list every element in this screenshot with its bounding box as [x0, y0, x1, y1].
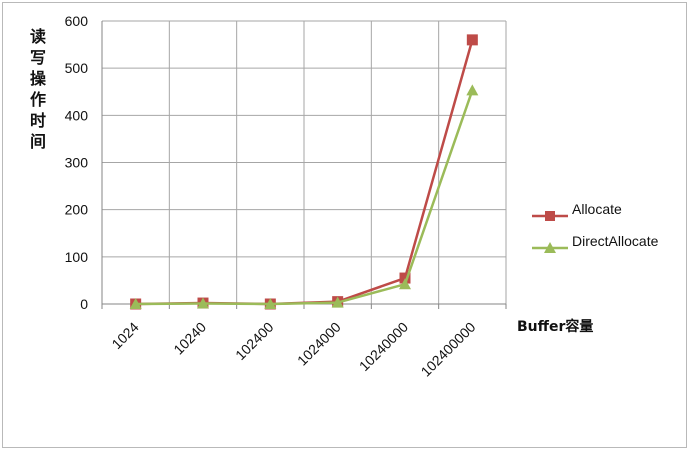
y-tick-label: 0: [80, 296, 88, 312]
legend: Allocate DirectAllocate: [532, 200, 682, 264]
y-axis-label: 读写操作时间: [29, 27, 46, 151]
series-line-directallocate: [135, 89, 474, 306]
data-point-directallocate: [399, 278, 411, 290]
y-tick-label: 100: [65, 249, 89, 265]
y-tick-label: 400: [65, 107, 89, 123]
data-point-allocate: [466, 34, 478, 46]
x-tick-label: 1024000: [294, 319, 344, 369]
legend-label-allocate: Allocate: [572, 201, 622, 217]
y-tick-label: 300: [65, 155, 89, 171]
data-point-directallocate: [264, 298, 277, 309]
data-point-directallocate: [129, 298, 142, 309]
x-tick-label: 10240000: [356, 319, 412, 375]
data-point-directallocate: [331, 296, 344, 308]
x-tick-label: 102400000: [418, 319, 479, 380]
y-tick-label: 600: [65, 13, 89, 29]
data-point-directallocate: [197, 297, 209, 309]
legend-item-directallocate: DirectAllocate: [532, 232, 682, 264]
data-point-directallocate: [466, 84, 479, 96]
x-axis-label: Buffer容量: [517, 319, 594, 335]
y-tick-label: 200: [65, 202, 89, 218]
data-point-allocate: [399, 272, 411, 284]
legend-item-allocate: Allocate: [532, 200, 682, 232]
legend-marker-allocate: [532, 211, 568, 221]
y-tick-label: 500: [65, 60, 89, 76]
x-tick-label: 10240: [170, 319, 209, 358]
x-tick-label: 102400: [232, 319, 276, 363]
legend-marker-directallocate: [532, 242, 568, 253]
x-tick-label: 1024: [108, 319, 141, 352]
legend-label-directallocate: DirectAllocate: [572, 233, 659, 249]
